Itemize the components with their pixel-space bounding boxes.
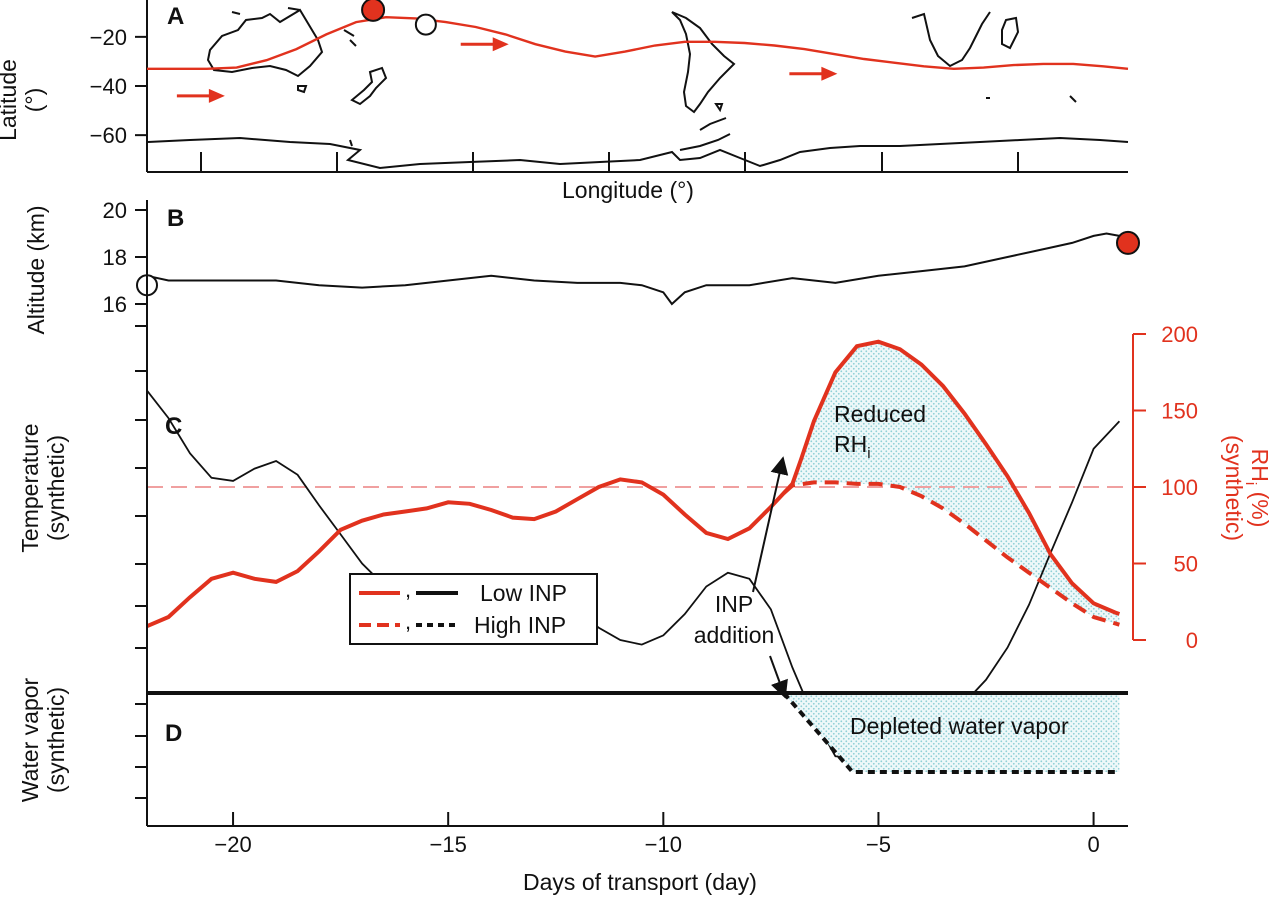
legend-entry-low: , Low INP: [359, 577, 567, 606]
madagascar-coastline: [1001, 16, 1020, 50]
africa-coastline: [911, 11, 991, 68]
inp-arrow-down: [769, 655, 788, 699]
new-zealand-coastline: [350, 66, 388, 106]
depleted-water-vapor-shade: [783, 693, 1120, 772]
panel-b-yticks: 16 18 20: [103, 198, 147, 317]
panel-b-ytick-label: 20: [103, 198, 127, 223]
legend-sep-low: ,: [405, 577, 411, 602]
panel-a-letter: A: [167, 3, 184, 30]
transport-arrow-head: [821, 66, 838, 81]
panel-a-xlabel: Longitude (°): [562, 177, 694, 203]
svg-text:RHi (%)(synthetic): RHi (%)(synthetic): [1221, 435, 1273, 541]
panel-d-ticks: [135, 703, 147, 799]
x-tick-label: −5: [866, 832, 891, 857]
x-tick-label: 0: [1087, 832, 1099, 857]
x-axis-ticks: −20 −15 −10 −5 0: [214, 812, 1100, 857]
legend-sep-high: ,: [405, 609, 411, 634]
annotation-rhi: RHi: [834, 431, 871, 462]
australia-coastline: [206, 8, 324, 78]
panel-b-ylabel: Altitude (km): [23, 205, 49, 334]
x-tick-label: −15: [430, 832, 467, 857]
panel-b-ytick-label: 18: [103, 245, 127, 270]
annotation-depleted: Depleted water vapor: [850, 713, 1069, 739]
trajectory-line: [147, 15, 1129, 71]
panel-a-ytick-label: −60: [90, 123, 127, 148]
panel-a-arrows: [176, 37, 838, 103]
panel-a-markers: [361, 0, 437, 36]
annotation-addition: addition: [694, 622, 775, 648]
x-tick-label: −20: [214, 832, 251, 857]
falklands-coastline: [714, 103, 724, 113]
panel-c-left-ticks: [135, 325, 147, 649]
panel-c-right-tick-label: 200: [1161, 322, 1198, 347]
start-marker: [414, 13, 437, 36]
annotation-reduced: Reduced: [834, 401, 926, 427]
legend-label-low: Low INP: [480, 580, 567, 606]
reduced-rh-shade: [783, 341, 1120, 625]
legend-entry-high: , High INP: [359, 609, 566, 638]
svg-text:Altitude (km): Altitude (km): [23, 205, 49, 334]
panel-c-right-tick-label: 0: [1186, 628, 1198, 653]
shared-axes: −20 −15 −10 −5 0 Days of transport (day): [146, 200, 1128, 895]
panel-c-right-ticks: 0 50 100 150 200: [1132, 322, 1198, 653]
antarctica-coastline: [147, 136, 1129, 170]
panel-a-lon-ticks: [200, 152, 1019, 172]
panel-a-ylabel: Latitude(°): [0, 59, 47, 141]
water-vapor-high-inp-line: [782, 691, 1120, 774]
x-tick-label: −10: [645, 832, 682, 857]
rh-low-inp-line: [146, 339, 1121, 629]
png-coastline: [231, 7, 357, 47]
axis-lines: [146, 200, 1128, 827]
svg-text:Latitude(°): Latitude(°): [0, 59, 47, 141]
legend: , Low INP , High INP: [349, 573, 598, 645]
islands-coastline: [349, 95, 1077, 147]
transport-arrow-head: [492, 37, 509, 52]
panel-b-series: [146, 232, 1120, 306]
panel-b-altitude: B 16 18 20 Altitude (km): [23, 198, 1140, 335]
legend-box: [349, 573, 598, 645]
x-axis-title: Days of transport (day): [523, 869, 757, 895]
end-marker: [361, 0, 386, 22]
panel-a-ytick-label: −20: [90, 25, 127, 50]
panel-d-series: [147, 691, 1128, 774]
panel-d-ylabel: Water vapor(synthetic): [17, 677, 69, 802]
panel-a-map: A −20 −40 −60 Longitude (°) Latitude(°): [0, 0, 1129, 203]
svg-text:Water vapor(synthetic): Water vapor(synthetic): [17, 677, 69, 802]
panel-c-ylabel: Temperature(synthetic): [17, 423, 69, 552]
panel-c-right-tick-label: 100: [1161, 475, 1198, 500]
panel-c-right-tick-label: 50: [1174, 552, 1198, 577]
inp-arrow-up: [752, 456, 789, 593]
coastlines: [147, 7, 1129, 170]
panel-a-ytick-label: −40: [90, 74, 127, 99]
panel-a-yticks: −20 −40 −60: [90, 25, 147, 148]
panel-c-right-tick-label: 150: [1161, 399, 1198, 424]
antarctic-peninsula-coastline: [679, 117, 731, 151]
panel-b-ytick-label: 16: [103, 292, 127, 317]
tasmania-coastline: [297, 85, 308, 94]
panel-d-water-vapor: D Depleted water vapor Water vapor(synth…: [17, 677, 1128, 802]
south-america-coastline: [671, 11, 736, 114]
panel-d-letter: D: [165, 720, 182, 747]
rh-high-inp-line: [782, 480, 1120, 627]
svg-text:Temperature(synthetic): Temperature(synthetic): [17, 423, 69, 552]
panel-c-y2label: RHi (%)(synthetic): [1221, 435, 1273, 541]
panel-d-shade: [783, 693, 1120, 772]
end-marker: [1116, 230, 1140, 255]
annotation-inp: INP: [715, 591, 753, 617]
altitude-line: [146, 232, 1120, 306]
panel-b-letter: B: [167, 205, 184, 232]
panel-c-shade: [783, 341, 1120, 625]
legend-label-high: High INP: [474, 612, 566, 638]
transport-arrow-head: [208, 88, 225, 103]
panel-a-trajectory: [147, 15, 1129, 71]
